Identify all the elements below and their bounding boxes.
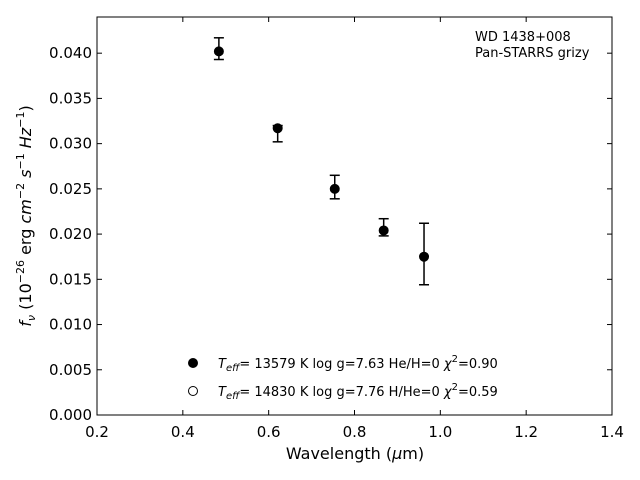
data-point xyxy=(272,123,283,134)
x-tick-label: 0.6 xyxy=(257,423,281,441)
plot-frame xyxy=(96,16,613,416)
annotation-title: WD 1438+008 xyxy=(475,30,571,45)
data-points xyxy=(213,37,430,286)
y-tick-label: 0.010 xyxy=(49,316,92,334)
annotation-subtitle: Pan-STARRS grizy xyxy=(475,46,590,61)
y-tick-label: 0.025 xyxy=(49,180,92,198)
axis-ticks: 0.2 0.4 0.6 0.8 1.0 1.2 1.4 0.000 0.005 0.010 0.01… xyxy=(49,17,624,441)
y-tick-label: 0.040 xyxy=(49,44,92,62)
data-point xyxy=(419,251,430,262)
data-point xyxy=(213,46,224,57)
x-tick-label: 1.4 xyxy=(600,423,624,441)
data-point xyxy=(329,183,340,194)
y-tick-label: 0.005 xyxy=(49,361,92,379)
x-tick-label: 0.4 xyxy=(171,423,195,441)
y-axis-label: fν (10−26 erg cm−2 s−1 Hz−1) xyxy=(14,105,38,326)
y-tick-label: 0.030 xyxy=(49,135,92,153)
legend-marker-filled xyxy=(188,358,198,368)
y-tick-label: 0.015 xyxy=(49,270,92,288)
y-tick-label: 0.000 xyxy=(49,406,92,424)
legend-marker-open xyxy=(188,386,198,396)
y-tick-label: 0.020 xyxy=(49,225,92,243)
x-tick-label: 0.8 xyxy=(343,423,367,441)
x-axis-label: Wavelength (μm) xyxy=(286,444,424,463)
legend: Teff= 13579 K log g=7.63 He/H=0 χ2=0.90 … xyxy=(188,354,498,402)
x-tick-label: 1.0 xyxy=(428,423,452,441)
data-point xyxy=(378,225,389,236)
legend-entry-2: Teff= 14830 K log g=7.76 H/He=0 χ2=0.59 xyxy=(218,382,498,402)
y-tick-label: 0.035 xyxy=(49,89,92,107)
x-tick-label: 1.2 xyxy=(514,423,538,441)
x-tick-label: 0.2 xyxy=(85,423,109,441)
legend-entry-1: Teff= 13579 K log g=7.63 He/H=0 χ2=0.90 xyxy=(218,354,498,374)
